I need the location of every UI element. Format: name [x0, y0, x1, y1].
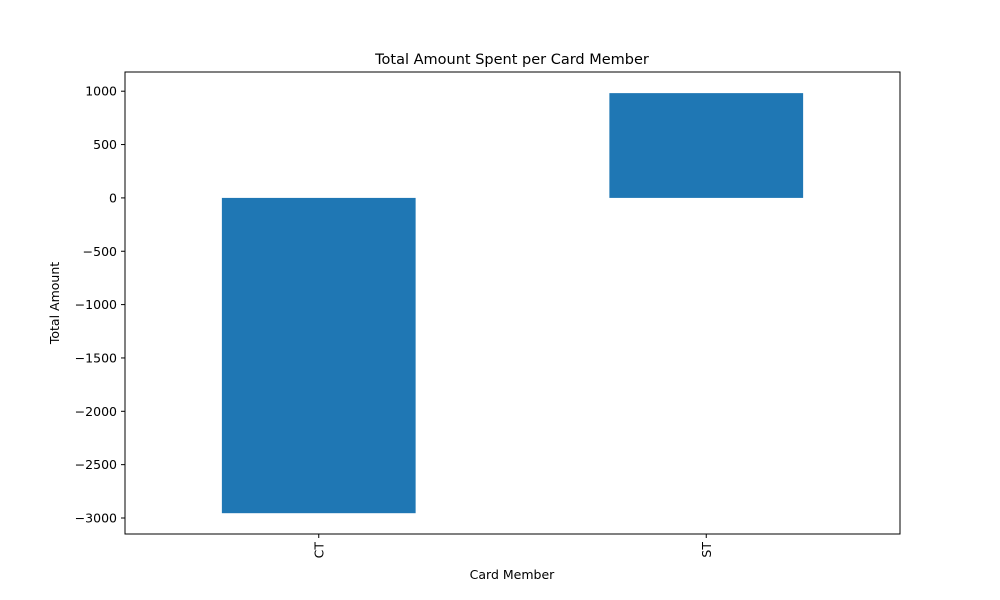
x-axis-label: Card Member	[470, 567, 555, 582]
y-tick-label: −1500	[75, 350, 117, 365]
y-tick-label: −1000	[75, 297, 117, 312]
bar-st	[609, 93, 804, 198]
x-tick-label-st: ST	[699, 542, 714, 558]
chart-title: Total Amount Spent per Card Member	[374, 52, 649, 68]
y-axis: 1000 500 0 −500 −1000 −1500 −2000 −2500 −3000	[75, 84, 125, 525]
plot-area-frame	[124, 71, 901, 535]
y-tick-label: −2000	[75, 404, 117, 419]
bars-layer	[221, 93, 804, 514]
y-tick-label: 500	[93, 137, 117, 152]
y-tick-label: −500	[83, 244, 117, 259]
y-tick-label: 1000	[85, 84, 117, 99]
y-tick-label: 0	[109, 190, 117, 205]
x-tick-label-ct: CT	[311, 542, 326, 559]
y-tick-label: −3000	[75, 510, 117, 525]
x-axis: CT ST	[311, 534, 714, 558]
bar-ct	[221, 197, 416, 514]
y-tick-label: −2500	[75, 457, 117, 472]
y-axis-label: Total Amount	[47, 262, 62, 345]
